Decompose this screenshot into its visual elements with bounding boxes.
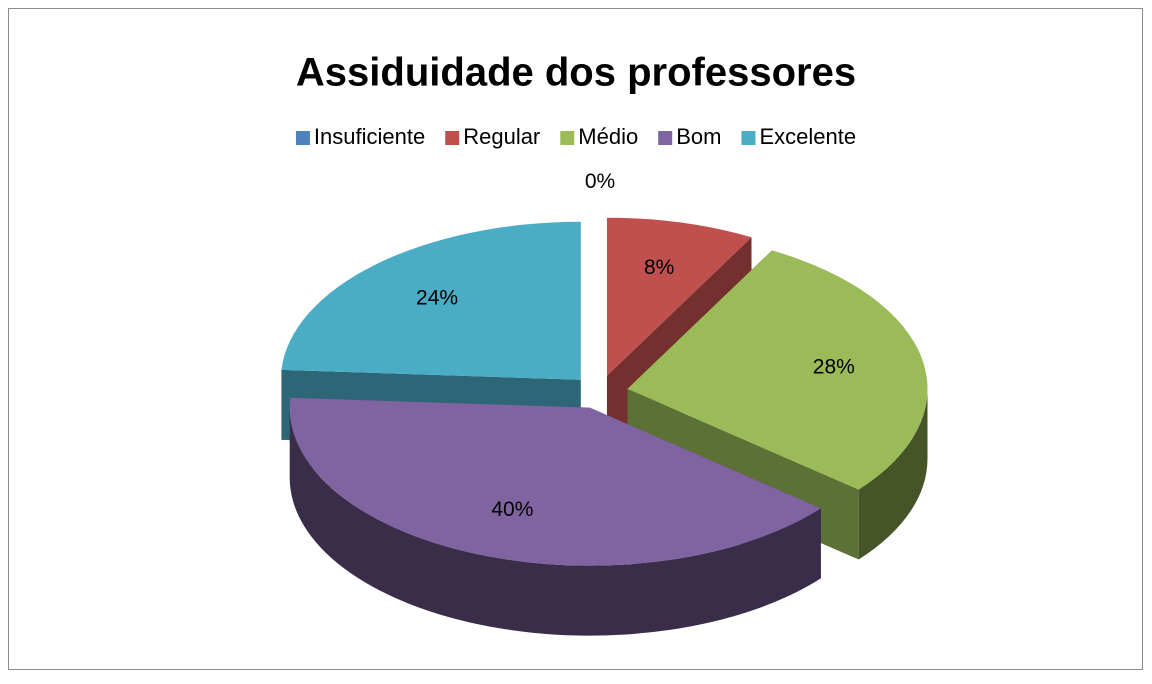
- legend-label: Regular: [463, 124, 540, 149]
- data-label: 28%: [813, 356, 855, 379]
- slice-side: [858, 388, 928, 560]
- legend-label: Médio: [578, 124, 638, 149]
- legend: Insuficiente Regular Médio Bom Excelente: [295, 124, 856, 149]
- pie-tops: [281, 217, 928, 566]
- legend-swatch: [560, 131, 575, 145]
- data-label: 40%: [491, 498, 533, 521]
- slice-side: [289, 407, 821, 636]
- legend-label: Insuficiente: [314, 124, 425, 149]
- slice: [289, 397, 821, 566]
- legend-label: Excelente: [759, 124, 856, 149]
- data-labels: 0% 8% 28% 40% 24%: [416, 170, 855, 521]
- legend-swatch: [445, 131, 460, 145]
- data-label: 8%: [644, 256, 674, 279]
- chart-title: Assiduidade dos professores: [296, 51, 856, 95]
- slice: [606, 217, 752, 376]
- slice: [281, 221, 581, 380]
- data-label: 24%: [416, 287, 458, 310]
- legend-swatch: [295, 131, 310, 145]
- data-label: 0%: [585, 170, 615, 193]
- slice: [627, 250, 928, 490]
- legend-label: Bom: [676, 124, 721, 149]
- legend-swatch: [741, 131, 756, 145]
- legend-swatch: [658, 131, 673, 145]
